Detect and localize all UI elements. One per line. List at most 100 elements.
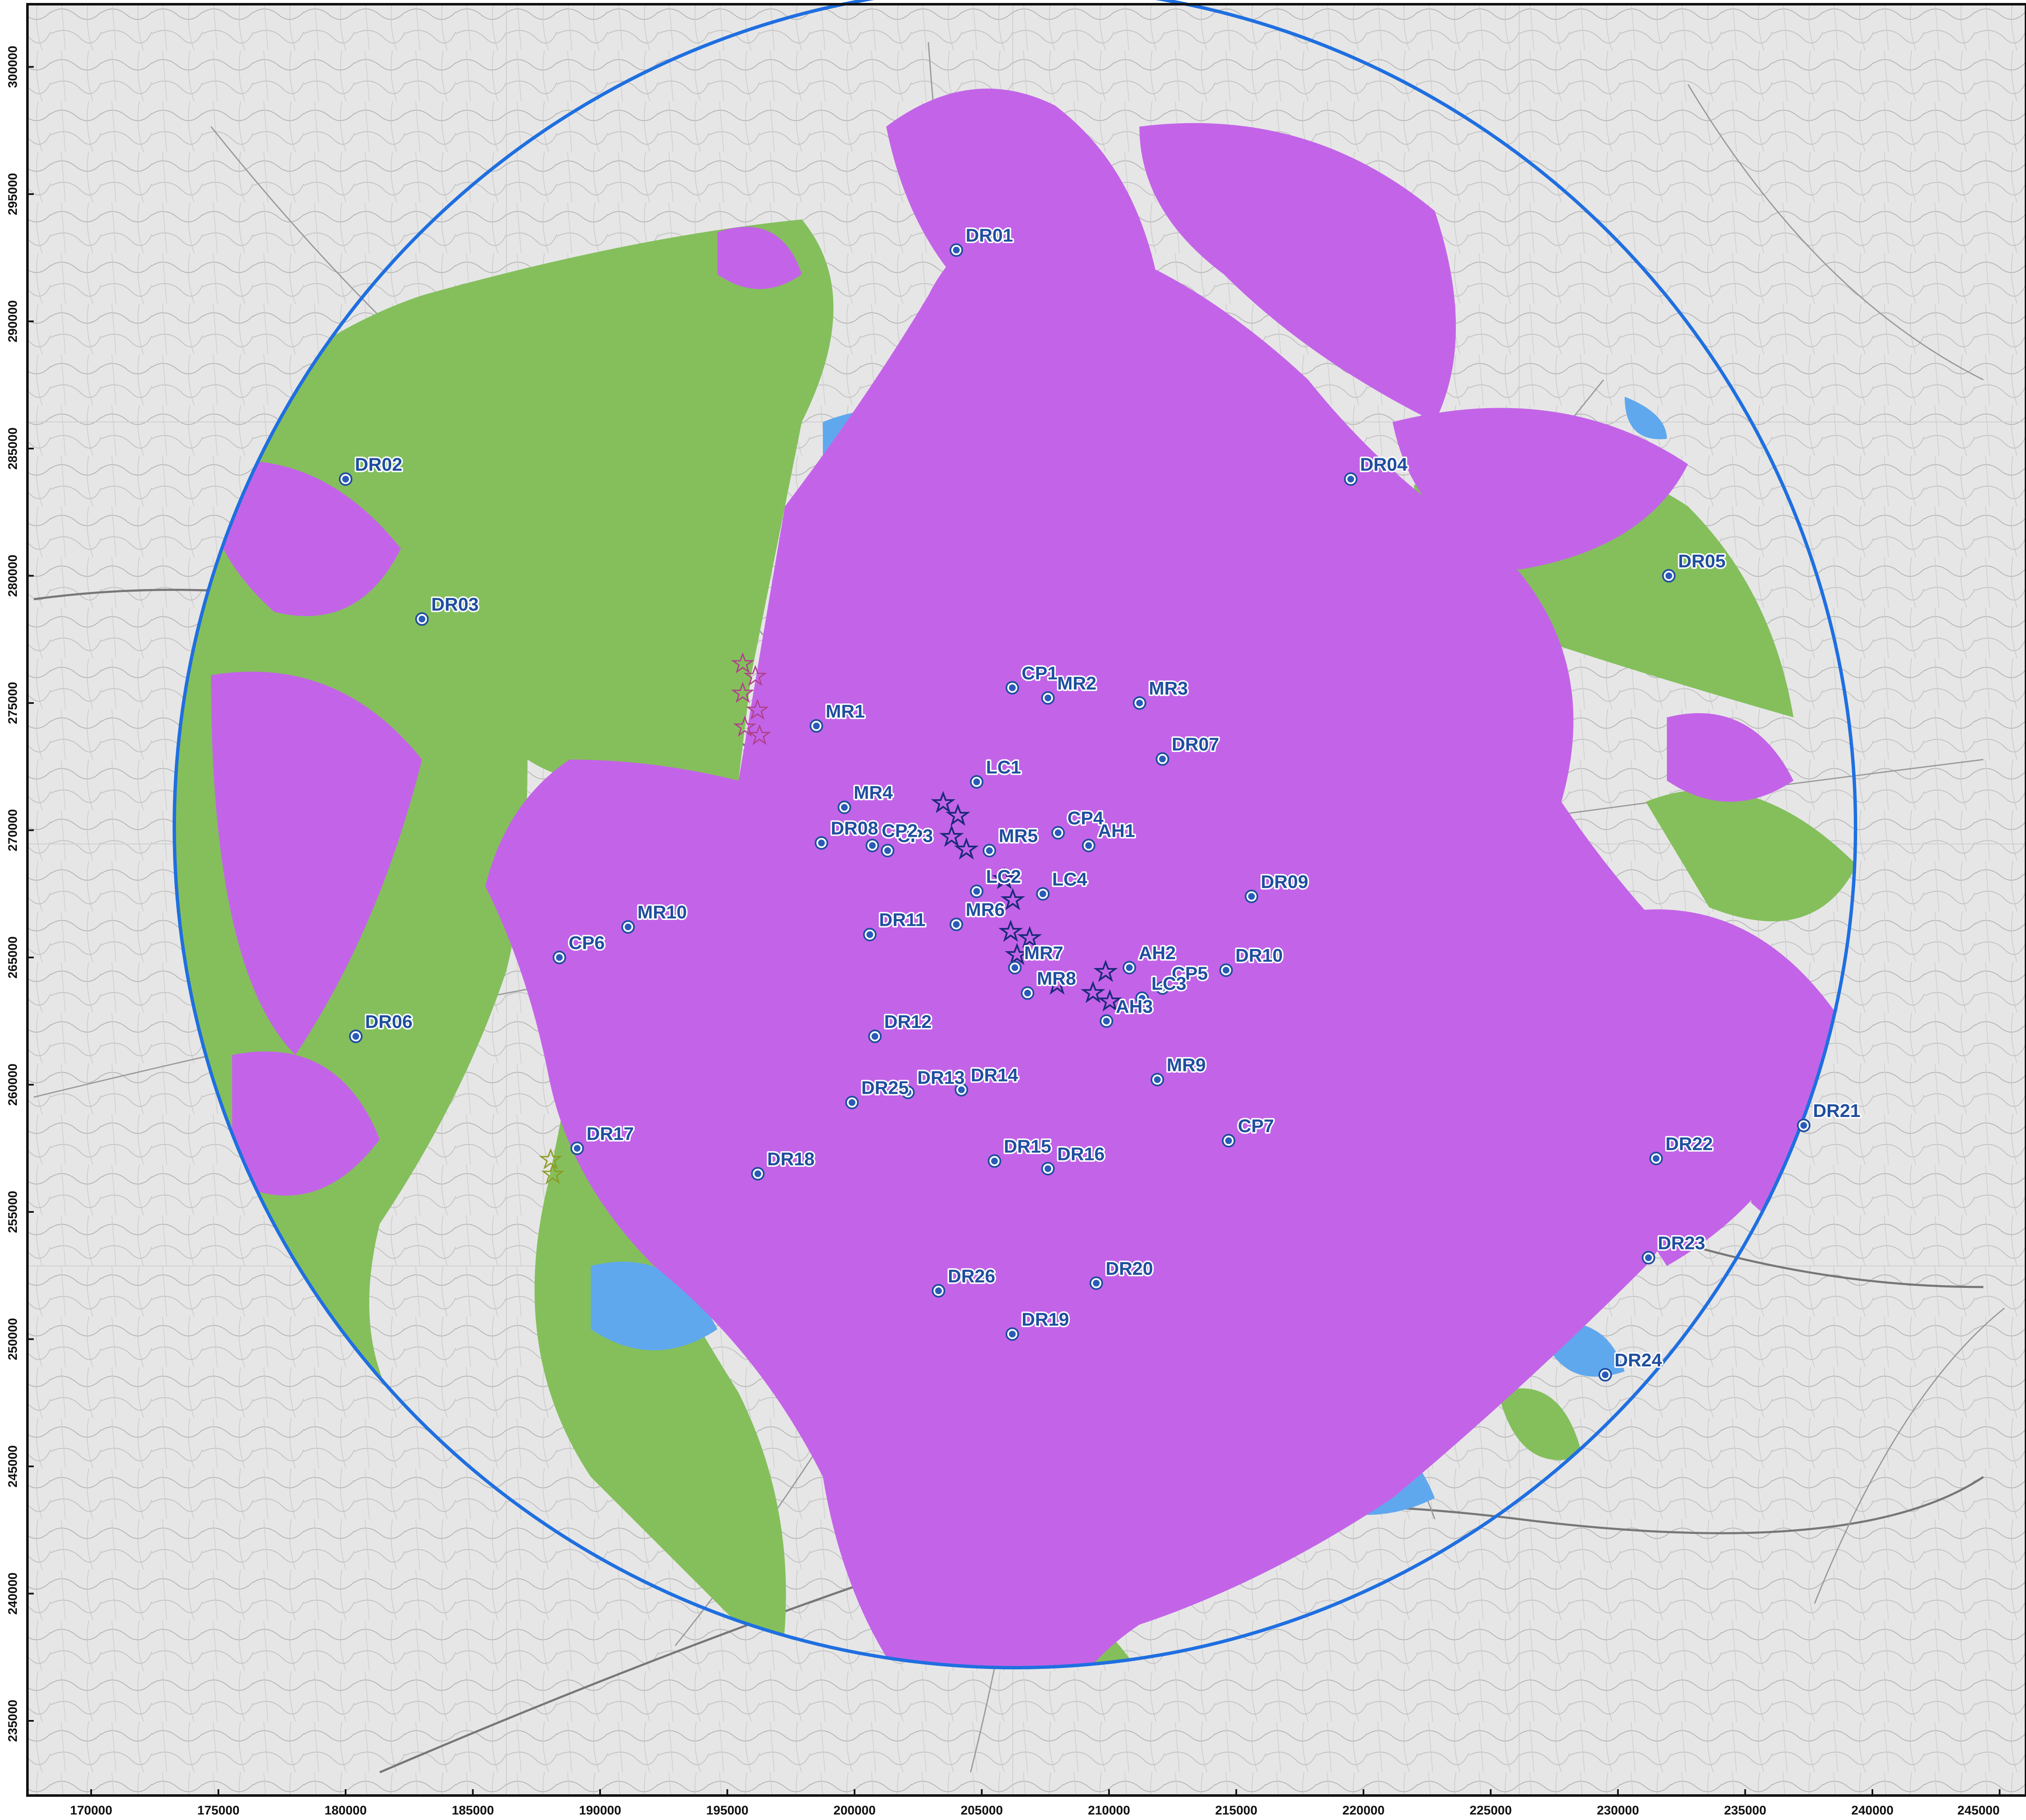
site-dr09[interactable]: DR09 xyxy=(1244,870,1310,903)
site-marker-center xyxy=(991,1157,998,1165)
site-label: DR23 xyxy=(1658,1233,1705,1254)
site-marker-center xyxy=(573,1145,581,1152)
star-icon xyxy=(1017,926,1042,949)
site-dr13[interactable]: DR13 xyxy=(901,1066,966,1099)
site-label: DR06 xyxy=(365,1011,413,1032)
site-mr3[interactable]: MR3 xyxy=(1133,677,1190,710)
star-icon xyxy=(992,867,1017,890)
site-marker-center xyxy=(953,246,960,254)
site-marker-center xyxy=(1248,893,1255,900)
y-tick-label: 245000 xyxy=(6,1445,20,1487)
star-icon xyxy=(733,715,757,737)
x-tick-label: 245000 xyxy=(1957,1804,1999,1817)
site-mr4[interactable]: MR4 xyxy=(837,781,895,814)
site-dr02[interactable]: DR02 xyxy=(339,453,404,486)
site-cp3[interactable]: CP3 xyxy=(881,824,934,857)
site-ah3[interactable]: AH3 xyxy=(1099,995,1155,1028)
site-lc4[interactable]: LC4 xyxy=(1036,868,1089,901)
site-label: AH1 xyxy=(1098,821,1135,841)
site-cp2[interactable]: CP2 xyxy=(866,819,919,852)
site-marker-center xyxy=(1653,1155,1660,1162)
site-dr19[interactable]: DR19 xyxy=(1005,1308,1071,1341)
site-label: DR15 xyxy=(1004,1136,1052,1157)
y-tick-label: 300000 xyxy=(6,46,20,88)
site-dr06[interactable]: DR06 xyxy=(349,1010,414,1043)
site-mr6[interactable]: MR6 xyxy=(949,898,1006,931)
site-marker-center xyxy=(1645,1254,1652,1261)
site-marker-center xyxy=(1039,890,1047,898)
site-label: DR16 xyxy=(1057,1144,1105,1164)
x-tick-label: 210000 xyxy=(1088,1804,1130,1817)
site-marker-center xyxy=(352,1033,360,1040)
y-tick-label: 235000 xyxy=(6,1700,20,1742)
site-mr5[interactable]: MR5 xyxy=(982,824,1039,857)
site-marker-center xyxy=(1093,1279,1100,1287)
site-marker-center xyxy=(884,847,891,854)
site-lc3[interactable]: LC3 xyxy=(1135,972,1188,1005)
site-label: MR1 xyxy=(826,701,865,722)
site-label: MR10 xyxy=(637,902,687,923)
site-label: DR02 xyxy=(355,454,403,475)
site-cp1[interactable]: CP1 xyxy=(1005,661,1059,695)
site-label: DR20 xyxy=(1106,1258,1153,1279)
site-label: AH3 xyxy=(1116,996,1153,1017)
site-marker-center xyxy=(935,1287,942,1294)
site-dr18[interactable]: DR18 xyxy=(751,1147,816,1181)
site-dr26[interactable]: DR26 xyxy=(931,1264,997,1298)
site-mr9[interactable]: MR9 xyxy=(1150,1053,1207,1087)
site-ah1[interactable]: AH1 xyxy=(1082,819,1136,852)
y-tick-label: 280000 xyxy=(6,554,20,597)
star-icon xyxy=(1093,960,1118,982)
site-label: CP7 xyxy=(1238,1116,1274,1136)
site-cp4[interactable]: CP4 xyxy=(1051,806,1105,840)
site-mr8[interactable]: MR8 xyxy=(1021,967,1077,1000)
site-dr16[interactable]: DR16 xyxy=(1041,1142,1106,1176)
site-dr21[interactable]: DR21 xyxy=(1797,1099,1862,1132)
site-dr08[interactable]: DR08 xyxy=(814,817,880,850)
site-marker-center xyxy=(1009,684,1016,691)
site-dr17[interactable]: DR17 xyxy=(570,1122,636,1155)
x-tick-label: 185000 xyxy=(452,1804,494,1817)
site-dr01[interactable]: DR01 xyxy=(949,224,1014,257)
site-dr10[interactable]: DR10 xyxy=(1219,944,1284,977)
site-cp7[interactable]: CP7 xyxy=(1222,1114,1276,1148)
site-mr7[interactable]: MR7 xyxy=(1008,941,1065,975)
site-mr1[interactable]: MR1 xyxy=(809,700,866,733)
site-dr22[interactable]: DR22 xyxy=(1649,1132,1714,1166)
site-label: DR26 xyxy=(948,1266,995,1287)
site-label: CP3 xyxy=(897,826,933,846)
site-dr11[interactable]: DR11 xyxy=(863,908,927,941)
site-lc2[interactable]: LC2 xyxy=(970,865,1022,898)
map-frame xyxy=(26,3,2026,1797)
site-label: DR17 xyxy=(587,1123,634,1144)
site-label: DR10 xyxy=(1235,945,1283,966)
site-dr04[interactable]: DR04 xyxy=(1344,453,1409,486)
site-label: LC4 xyxy=(1052,869,1087,890)
site-dr24[interactable]: DR24 xyxy=(1598,1348,1664,1382)
site-marker-center xyxy=(973,778,980,785)
site-marker-center xyxy=(848,1099,855,1106)
site-dr15[interactable]: DR15 xyxy=(987,1135,1053,1168)
site-dr05[interactable]: DR05 xyxy=(1662,549,1727,583)
site-ah2[interactable]: AH2 xyxy=(1123,941,1177,975)
site-marker-center xyxy=(871,1033,879,1040)
site-dr07[interactable]: DR07 xyxy=(1155,733,1221,766)
site-dr14[interactable]: DR14 xyxy=(955,1063,1020,1097)
site-label: DR03 xyxy=(431,594,479,615)
site-dr20[interactable]: DR20 xyxy=(1089,1257,1155,1290)
site-mr2[interactable]: MR2 xyxy=(1041,671,1098,705)
site-label: DR08 xyxy=(831,818,878,839)
site-mr10[interactable]: MR10 xyxy=(621,901,688,934)
site-cp6[interactable]: CP6 xyxy=(552,931,606,964)
site-dr25[interactable]: DR25 xyxy=(845,1076,910,1109)
site-label: MR5 xyxy=(999,826,1038,846)
site-marker-center xyxy=(1136,700,1143,706)
star-icon xyxy=(1080,981,1106,1003)
site-dr12[interactable]: DR12 xyxy=(868,1010,933,1043)
site-lc1[interactable]: LC1 xyxy=(970,755,1022,789)
site-cp5[interactable]: CP5 xyxy=(1155,962,1209,995)
site-dr03[interactable]: DR03 xyxy=(415,593,480,626)
site-label: DR13 xyxy=(917,1068,965,1088)
site-dr23[interactable]: DR23 xyxy=(1642,1231,1707,1265)
site-marker-center xyxy=(973,888,980,895)
